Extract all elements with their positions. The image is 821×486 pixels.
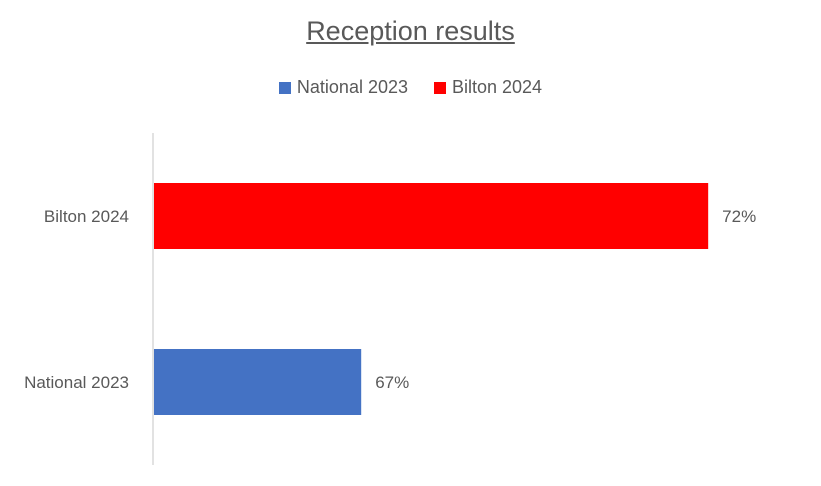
bar-0: [154, 349, 362, 415]
legend-label-national: National 2023: [296, 77, 408, 97]
category-label-0: National 2023: [24, 373, 129, 392]
legend: National 2023 Bilton 2024: [0, 77, 821, 98]
chart-title: Reception results: [306, 16, 515, 46]
data-label-0: 67%: [375, 373, 409, 392]
legend-swatch-national: [278, 81, 291, 94]
legend-item-national: National 2023: [278, 77, 408, 98]
category-label-1: Bilton 2024: [44, 207, 129, 226]
legend-label-bilton: Bilton 2024: [452, 77, 543, 97]
data-label-1: 72%: [722, 207, 756, 226]
legend-swatch-bilton: [434, 81, 446, 94]
bar-1: [154, 183, 709, 249]
legend-item-bilton: Bilton 2024: [434, 77, 542, 98]
